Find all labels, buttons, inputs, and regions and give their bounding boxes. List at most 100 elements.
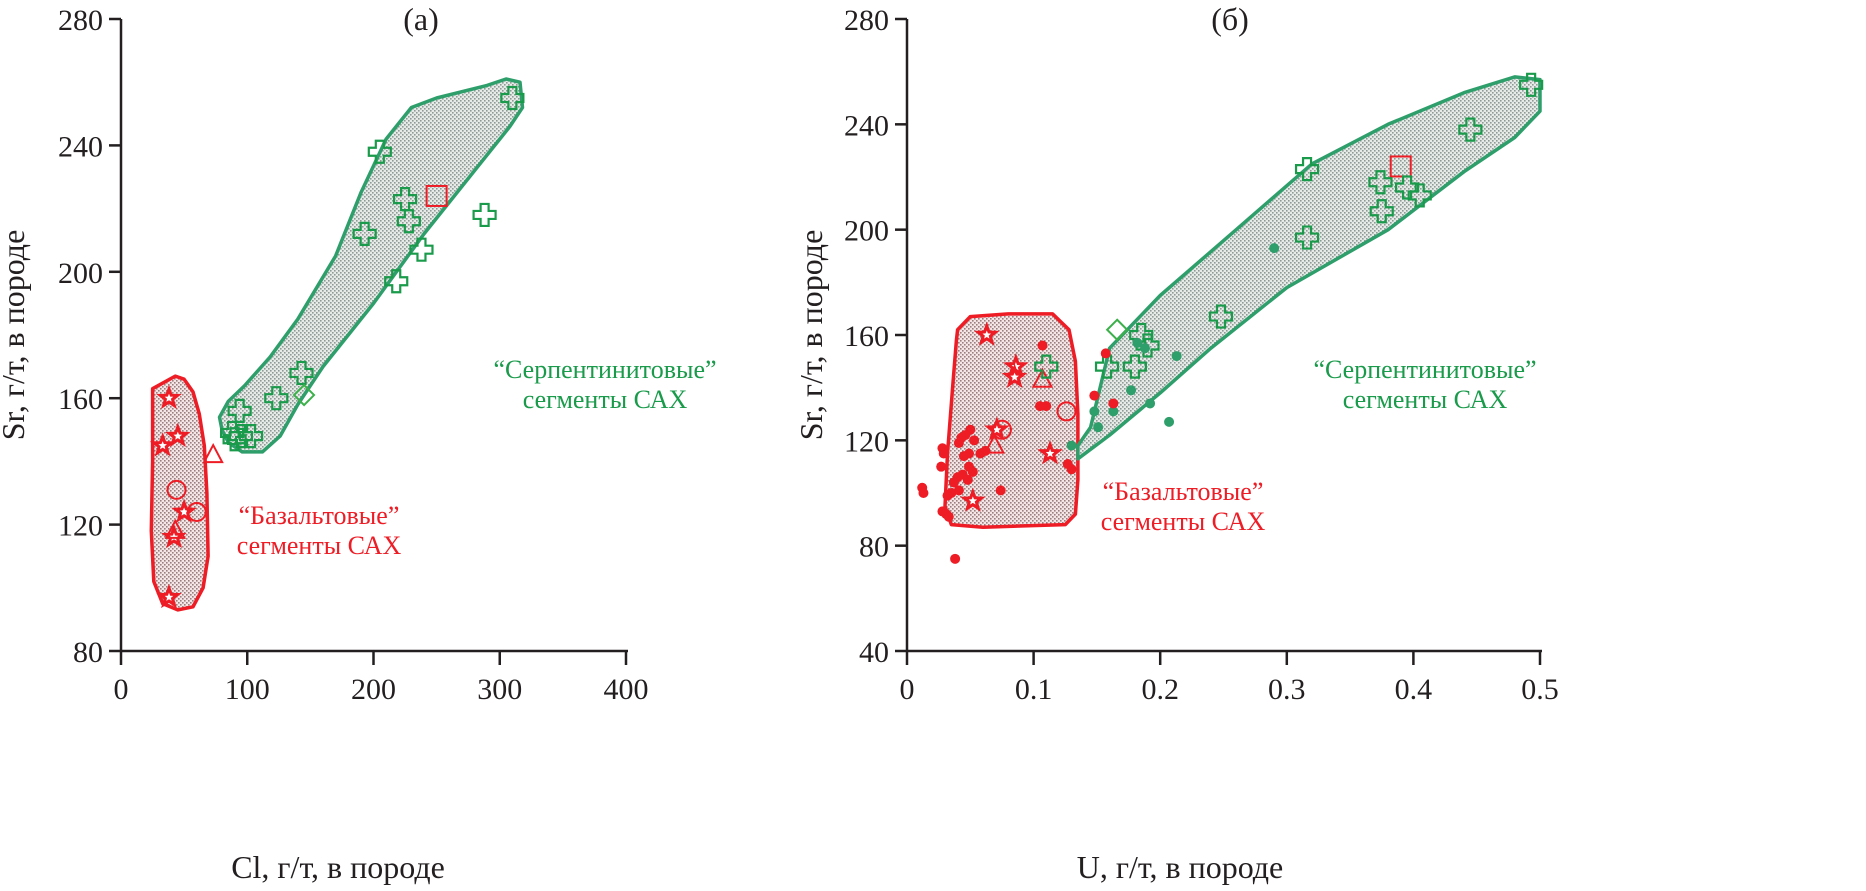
square-point bbox=[1389, 155, 1412, 178]
basalt-stars-point-inner bbox=[1045, 449, 1055, 458]
annotation-serpentinite-a-line1: “Серпентинитовые” bbox=[493, 355, 716, 384]
y-tick-label: 200 bbox=[844, 215, 889, 248]
basalt-circles-point bbox=[1056, 401, 1077, 422]
serpentinite-crosses-point bbox=[384, 269, 409, 294]
red-dots-point bbox=[1062, 459, 1073, 470]
basalt-triangles-point bbox=[202, 442, 224, 464]
red-dots-point bbox=[1034, 401, 1045, 412]
x-tick-label: 300 bbox=[477, 673, 522, 706]
x-tick-label: 0.3 bbox=[1268, 673, 1306, 706]
red-dots-point bbox=[967, 466, 978, 477]
y-axis-title-b: Sr, г/т, в породе bbox=[793, 230, 829, 441]
y-tick-label: 80 bbox=[73, 636, 103, 669]
green-dots-point bbox=[1164, 416, 1175, 427]
green-dots-point bbox=[1140, 343, 1151, 354]
serpentinite-crosses-point bbox=[1208, 304, 1234, 329]
annotation-basalt-a-line2: сегменты САХ bbox=[237, 531, 402, 560]
basalt-stars-point-inner bbox=[982, 330, 991, 339]
red-dots-point bbox=[962, 474, 973, 485]
y-tick-label: 240 bbox=[844, 109, 889, 142]
serpentinite-crosses-point bbox=[396, 209, 421, 234]
red-dots-point bbox=[995, 485, 1006, 496]
green-dots-point bbox=[1108, 406, 1119, 417]
serpentinite-crosses-point bbox=[222, 427, 247, 452]
annotation-serpentinite-b-line2: сегменты САХ bbox=[1343, 385, 1508, 414]
annotation-serpentinite-a-line2: сегменты САХ bbox=[523, 385, 688, 414]
serpentinite-crosses-point bbox=[367, 139, 392, 164]
serpentinite-crosses-point bbox=[1458, 117, 1483, 142]
serpentinite-crosses-point bbox=[1368, 170, 1393, 195]
green-dots-point bbox=[1089, 406, 1100, 417]
red-dots-point bbox=[938, 448, 949, 459]
green-dots-point bbox=[1126, 385, 1137, 396]
red-dots-point bbox=[942, 490, 953, 501]
serpentinite-crosses-point bbox=[238, 424, 264, 449]
serpentinite-crosses-point bbox=[1294, 225, 1320, 250]
serpentinite-crosses-point bbox=[1122, 354, 1147, 379]
serpentinite-crosses-point bbox=[1407, 183, 1432, 208]
x-tick-label: 0 bbox=[114, 673, 129, 706]
y-tick-label: 280 bbox=[844, 4, 889, 37]
red-dots-point bbox=[950, 553, 961, 564]
serpentinite-crosses-point bbox=[1094, 354, 1120, 379]
serpentinite-crosses-point bbox=[1369, 199, 1394, 224]
region-basalt-field bbox=[149, 374, 210, 612]
panel-title-a: (а) bbox=[403, 1, 439, 37]
panel-title-b: (б) bbox=[1211, 1, 1249, 37]
red-dots-point bbox=[969, 435, 980, 446]
serpentinite-crosses-point bbox=[264, 386, 289, 411]
y-tick-label: 160 bbox=[844, 320, 889, 353]
chart-panel-a: 80 120 160 200 240 280 0 100 200 300 400 (а) Cl, г… bbox=[0, 1, 717, 885]
y-tick-label: 160 bbox=[58, 383, 103, 416]
x-tick-label: 0 bbox=[900, 673, 915, 706]
y-tick-label: 40 bbox=[859, 636, 889, 669]
serpentinite-crosses-point bbox=[1519, 72, 1544, 97]
red-dots-point bbox=[953, 485, 964, 496]
marks-a bbox=[149, 85, 525, 609]
basalt-stars-point-inner bbox=[164, 592, 174, 601]
green-dots-point bbox=[1269, 243, 1280, 254]
serpentinite-crosses-point bbox=[289, 360, 314, 386]
serpentinite-crosses-point bbox=[1034, 354, 1059, 379]
region-serpentinite-field bbox=[1076, 75, 1542, 461]
serpentinite-crosses-point bbox=[1294, 157, 1320, 182]
y-axis-title-a: Sr, г/т, в породе bbox=[0, 230, 31, 441]
green-dots-point bbox=[1093, 422, 1104, 433]
basalt-stars-point-inner bbox=[992, 425, 1002, 434]
red-dots-point bbox=[943, 511, 954, 522]
annotation-serpentinite-b-line1: “Серпентинитовые” bbox=[1313, 355, 1536, 384]
basalt-triangles-point bbox=[164, 518, 186, 539]
y-tick-label: 120 bbox=[58, 510, 103, 543]
diamond-point bbox=[292, 383, 316, 407]
red-dots-point bbox=[1089, 390, 1100, 401]
x-tick-label: 0.1 bbox=[1015, 673, 1053, 706]
red-dots-point bbox=[936, 461, 947, 472]
green-dots-point bbox=[1066, 440, 1077, 451]
x-tick-label: 0.4 bbox=[1395, 673, 1433, 706]
x-tick-label: 200 bbox=[351, 673, 396, 706]
serpentinite-crosses-point bbox=[227, 398, 252, 423]
axes-b: 40 80 120 160 200 240 280 0 0.1 0.2 0.3 0.4 0.5 bbox=[844, 4, 1559, 706]
basalt-stars-point-inner bbox=[1010, 372, 1019, 381]
y-tick-label: 80 bbox=[859, 531, 889, 564]
basalt-stars-point-inner bbox=[158, 441, 167, 450]
red-dots-point bbox=[918, 488, 929, 498]
basalt-circles-point bbox=[166, 479, 187, 500]
green-dots-point bbox=[1145, 398, 1156, 409]
x-tick-label: 0.5 bbox=[1521, 673, 1559, 706]
serpentinite-crosses-point bbox=[500, 85, 525, 111]
square-point bbox=[425, 184, 448, 207]
red-dots-point bbox=[948, 477, 959, 488]
basalt-stars-point-inner bbox=[173, 431, 183, 440]
annotation-basalt-a-line1: “Базальтовые” bbox=[239, 501, 400, 530]
x-axis-title-a: Cl, г/т, в породе bbox=[231, 849, 445, 885]
basalt-stars-point-inner bbox=[968, 496, 978, 505]
serpentinite-crosses-point bbox=[352, 221, 377, 246]
red-dots-point bbox=[953, 437, 964, 448]
y-tick-label: 280 bbox=[58, 4, 103, 37]
red-dots-point bbox=[1108, 398, 1119, 409]
x-axis-title-b: U, г/т, в породе bbox=[1077, 849, 1284, 885]
green-dots-point bbox=[1132, 337, 1143, 348]
basalt-stars-point-inner bbox=[179, 507, 189, 516]
